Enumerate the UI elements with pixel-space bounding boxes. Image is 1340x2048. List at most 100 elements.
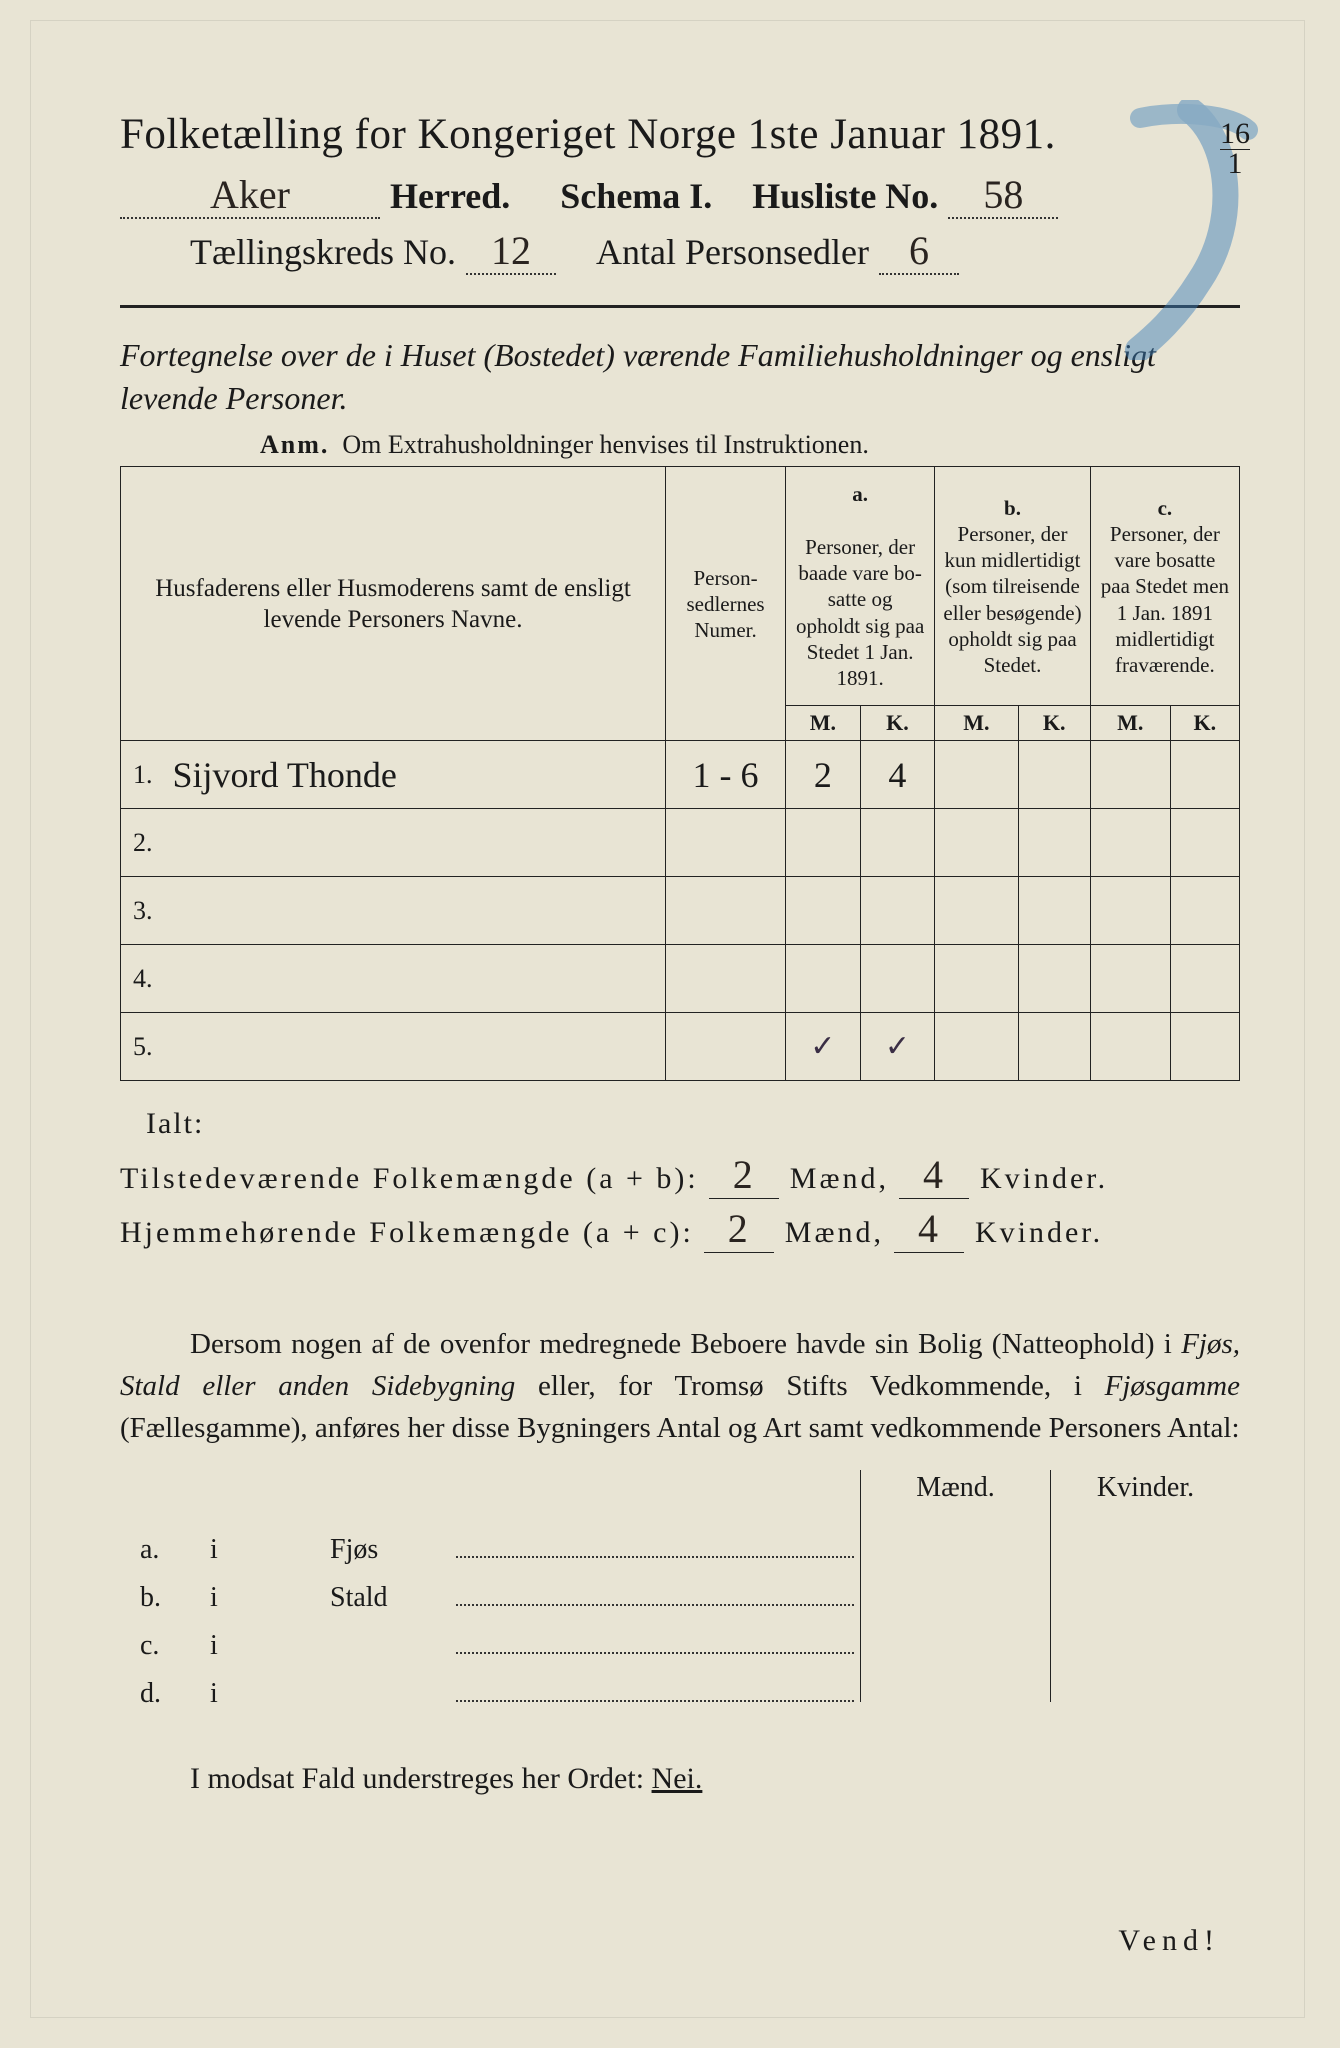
- row-c-m: [1090, 945, 1170, 1013]
- row-m-cell: [860, 1510, 1050, 1558]
- ialt-label: Ialt:: [146, 1107, 1240, 1141]
- row-b-m: [935, 741, 1018, 809]
- total2-m: 2: [704, 1205, 774, 1253]
- row-c-k: [1170, 945, 1239, 1013]
- total-line-1: Tilstedeværende Folkemængde (a + b): 2 M…: [120, 1151, 1240, 1199]
- col-c: c. Personer, der vare bosatte paa Stedet…: [1090, 467, 1239, 706]
- row-b-m: [935, 945, 1018, 1013]
- row-k-cell: [1050, 1654, 1240, 1702]
- maend-label: Mænd,: [790, 1162, 889, 1195]
- row-c-k: [1170, 741, 1239, 809]
- corner-fraction: 16 1: [1220, 120, 1250, 178]
- row-a-k: [860, 945, 935, 1013]
- row-b-k: [1018, 877, 1090, 945]
- schema-label: Schema I.: [560, 175, 712, 217]
- row-numer: [666, 877, 786, 945]
- household-table: Husfaderens eller Husmode­rens samt de e…: [120, 466, 1240, 1081]
- kvinder-label: Kvinder.: [980, 1162, 1108, 1195]
- row-k-cell: [1050, 1510, 1240, 1558]
- vend-label: Vend!: [1118, 1924, 1220, 1958]
- row-b-m: [935, 1013, 1018, 1081]
- row-b-k: [1018, 945, 1090, 1013]
- col-b-text: Personer, der kun midler­tidigt (som til…: [943, 522, 1081, 677]
- row-i: i: [210, 1534, 330, 1566]
- row-a-m: ✓: [786, 1013, 861, 1081]
- sub-c-m: M.: [1090, 706, 1170, 741]
- row-c-m: [1090, 877, 1170, 945]
- row-name: [159, 945, 666, 1013]
- census-form-page: 16 1 Folketælling for Kongeriget Norge 1…: [0, 0, 1340, 2048]
- sub-c-k: K.: [1170, 706, 1239, 741]
- sub-b-k: K.: [1018, 706, 1090, 741]
- sub-a-k: K.: [860, 706, 935, 741]
- kreds-value: 12: [466, 231, 556, 275]
- row-m-cell: [860, 1654, 1050, 1702]
- herred-value: Aker: [120, 175, 380, 219]
- row-letter: a.: [120, 1534, 210, 1566]
- col-a-label: a.: [852, 482, 868, 506]
- row-num: 1.: [121, 741, 159, 809]
- row-i: i: [210, 1678, 330, 1710]
- row-dots: [456, 1538, 854, 1558]
- table-row: 1.Sijvord Thonde1 - 624: [121, 741, 1240, 809]
- col-b: b. Personer, der kun midler­tidigt (som …: [935, 467, 1091, 706]
- row-numer: [666, 1013, 786, 1081]
- table-row: 5.✓✓: [121, 1013, 1240, 1081]
- corner-top: 16: [1220, 117, 1250, 150]
- page-title: Folketælling for Kongeriget Norge 1ste J…: [120, 110, 1240, 159]
- antal-value: 6: [879, 231, 959, 275]
- herred-label: Herred.: [390, 175, 510, 217]
- anm-text: Om Extrahusholdninger henvises til Instr…: [342, 430, 868, 459]
- row-m-cell: [860, 1606, 1050, 1654]
- total2-k: 4: [894, 1205, 964, 1253]
- row-dots: [456, 1634, 854, 1654]
- table-row: 4.: [121, 945, 1240, 1013]
- row-num: 3.: [121, 877, 159, 945]
- total-line-2: Hjemmehørende Folkemængde (a + c): 2 Mæn…: [120, 1205, 1240, 1253]
- small-kvinder: Kvinder.: [1050, 1470, 1240, 1510]
- table-body: 1.Sijvord Thonde1 - 6242.3.4.5.✓✓: [121, 741, 1240, 1081]
- row-a-k: [860, 877, 935, 945]
- total2-label: Hjemmehørende Folkemængde (a + c):: [120, 1216, 694, 1249]
- total1-k: 4: [899, 1151, 969, 1199]
- antal-label: Antal Personsedler: [596, 231, 869, 273]
- row-b-m: [935, 877, 1018, 945]
- kvinder-label-2: Kvinder.: [975, 1216, 1103, 1249]
- row-name: [159, 1013, 666, 1081]
- row-a-m: [786, 877, 861, 945]
- col-a-text: Personer, der baade vare bo­satte og oph…: [796, 535, 924, 690]
- row-name: Sijvord Thonde: [159, 741, 666, 809]
- table-row: 3.: [121, 877, 1240, 945]
- small-maend: Mænd.: [860, 1470, 1050, 1510]
- intro-text: Fortegnelse over de i Huset (Bostedet) v…: [120, 334, 1240, 420]
- buildings-table: Mænd. Kvinder. a.iFjøsb.iStaldc.id.i: [120, 1470, 1240, 1702]
- row-type: Fjøs: [330, 1534, 450, 1566]
- row-letter: d.: [120, 1678, 210, 1710]
- divider: [120, 305, 1240, 308]
- total1-label: Tilstedeværende Folkemængde (a + b):: [120, 1162, 699, 1195]
- row-numer: 1 - 6: [666, 741, 786, 809]
- paragraph: Dersom nogen af de ovenfor medregnede Be…: [120, 1323, 1240, 1449]
- row-i: i: [210, 1582, 330, 1614]
- row-c-m: [1090, 809, 1170, 877]
- buildings-header: Mænd. Kvinder.: [120, 1470, 1240, 1510]
- maend-label-2: Mænd,: [785, 1216, 884, 1249]
- col-a: a. Personer, der baade vare bo­satte og …: [786, 467, 935, 706]
- row-k-cell: [1050, 1558, 1240, 1606]
- row-num: 4.: [121, 945, 159, 1013]
- row-numer: [666, 945, 786, 1013]
- anm-line: Anm. Om Extrahusholdninger henvises til …: [120, 430, 1240, 460]
- row-c-m: [1090, 1013, 1170, 1081]
- row-dots: [456, 1682, 854, 1702]
- sub-b-m: M.: [935, 706, 1018, 741]
- col-names: Husfaderens eller Husmode­rens samt de e…: [121, 467, 666, 741]
- row-a-m: [786, 945, 861, 1013]
- row-c-k: [1170, 809, 1239, 877]
- row-a-k: [860, 809, 935, 877]
- corner-bottom: 1: [1220, 149, 1250, 179]
- husliste-label: Husliste No.: [752, 175, 938, 217]
- col-c-label: c.: [1158, 496, 1173, 520]
- building-row: a.iFjøs: [120, 1510, 1240, 1558]
- row-a-m: [786, 809, 861, 877]
- row-letter: b.: [120, 1582, 210, 1614]
